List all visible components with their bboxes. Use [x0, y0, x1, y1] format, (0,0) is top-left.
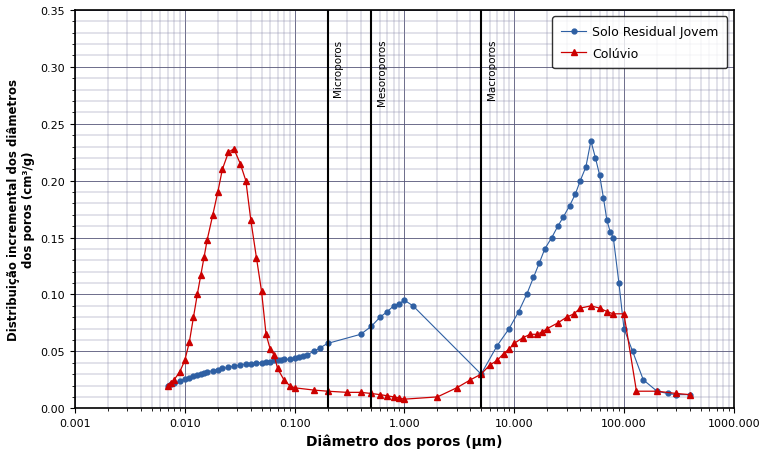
Colúvio	[163, 383, 173, 389]
Solo Residual Jovem	[619, 326, 628, 332]
Solo Residual Jovem	[606, 230, 615, 235]
Text: Macroporos: Macroporos	[486, 39, 496, 100]
Solo Residual Jovem	[235, 363, 245, 368]
Colúvio	[309, 388, 318, 393]
Colúvio	[257, 288, 266, 294]
Y-axis label: Distribuição incremental dos diâmetros
dos poros (cm³/g): Distribuição incremental dos diâmetros d…	[7, 79, 35, 340]
Colúvio	[595, 306, 604, 311]
Solo Residual Jovem	[599, 196, 608, 201]
Text: Mesoroporos: Mesoroporos	[377, 39, 387, 106]
Solo Residual Jovem	[672, 392, 681, 398]
Colúvio	[653, 389, 662, 394]
Colúvio	[229, 147, 239, 152]
Colúvio	[686, 392, 695, 398]
Line: Solo Residual Jovem: Solo Residual Jovem	[166, 139, 693, 397]
Text: Microporos: Microporos	[333, 39, 343, 96]
Solo Residual Jovem	[163, 383, 173, 389]
Colúvio	[400, 397, 409, 402]
Line: Colúvio: Colúvio	[165, 147, 693, 402]
Solo Residual Jovem	[367, 324, 376, 329]
Solo Residual Jovem	[586, 139, 595, 144]
Colúvio	[235, 162, 245, 167]
Colúvio	[383, 393, 392, 399]
Solo Residual Jovem	[686, 392, 695, 398]
Solo Residual Jovem	[273, 358, 282, 364]
Legend: Solo Residual Jovem, Colúvio: Solo Residual Jovem, Colúvio	[552, 17, 727, 69]
X-axis label: Diâmetro dos poros (μm): Diâmetro dos poros (μm)	[306, 434, 502, 448]
